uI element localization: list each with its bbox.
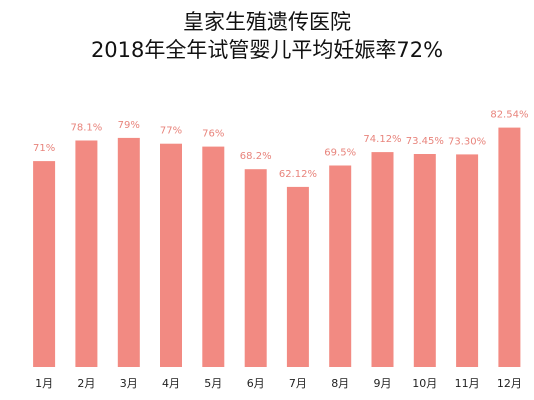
data-label-12: 82.54% xyxy=(490,110,528,121)
data-label-11: 73.30% xyxy=(448,136,486,147)
chart-title-block: 皇家生殖遗传医院 2018年全年试管婴儿平均妊娠率72% xyxy=(0,8,534,64)
data-label-9: 74.12% xyxy=(363,134,401,145)
bar-5 xyxy=(202,146,225,367)
bar-2 xyxy=(75,140,98,367)
bar-10 xyxy=(413,154,436,367)
data-label-8: 69.5% xyxy=(324,148,356,159)
x-tick-label-1: 1月 xyxy=(35,377,53,390)
data-label-7: 62.12% xyxy=(279,169,317,180)
bar-6 xyxy=(244,169,267,367)
x-tick-label-11: 11月 xyxy=(455,377,480,390)
x-tick-label-8: 8月 xyxy=(331,377,349,390)
bar-11 xyxy=(456,154,479,367)
x-tick-label-10: 10月 xyxy=(412,377,437,390)
bar-12 xyxy=(498,127,521,367)
bar-3 xyxy=(117,137,140,367)
bar-7 xyxy=(286,186,309,367)
x-tick-label-2: 2月 xyxy=(77,377,95,390)
bar-1 xyxy=(33,161,56,367)
data-label-1: 71% xyxy=(33,143,55,154)
bar-9 xyxy=(371,152,394,367)
bar-8 xyxy=(329,165,352,367)
data-label-2: 78.1% xyxy=(71,123,103,134)
chart-title: 皇家生殖遗传医院 xyxy=(183,10,351,34)
data-label-4: 77% xyxy=(160,126,182,137)
x-tick-label-3: 3月 xyxy=(120,377,138,390)
data-label-5: 76% xyxy=(202,129,224,140)
chart-subtitle: 2018年全年试管婴儿平均妊娠率72% xyxy=(90,38,444,62)
x-tick-label-9: 9月 xyxy=(374,377,392,390)
data-label-3: 79% xyxy=(118,120,140,131)
x-tick-label-6: 6月 xyxy=(247,377,265,390)
data-label-10: 73.45% xyxy=(406,136,444,147)
data-label-6: 68.2% xyxy=(240,151,272,162)
x-tick-label-4: 4月 xyxy=(162,377,180,390)
bar-4 xyxy=(160,143,182,367)
x-tick-label-12: 12月 xyxy=(497,377,522,390)
x-tick-label-5: 5月 xyxy=(204,377,222,390)
x-tick-label-7: 7月 xyxy=(289,377,307,390)
